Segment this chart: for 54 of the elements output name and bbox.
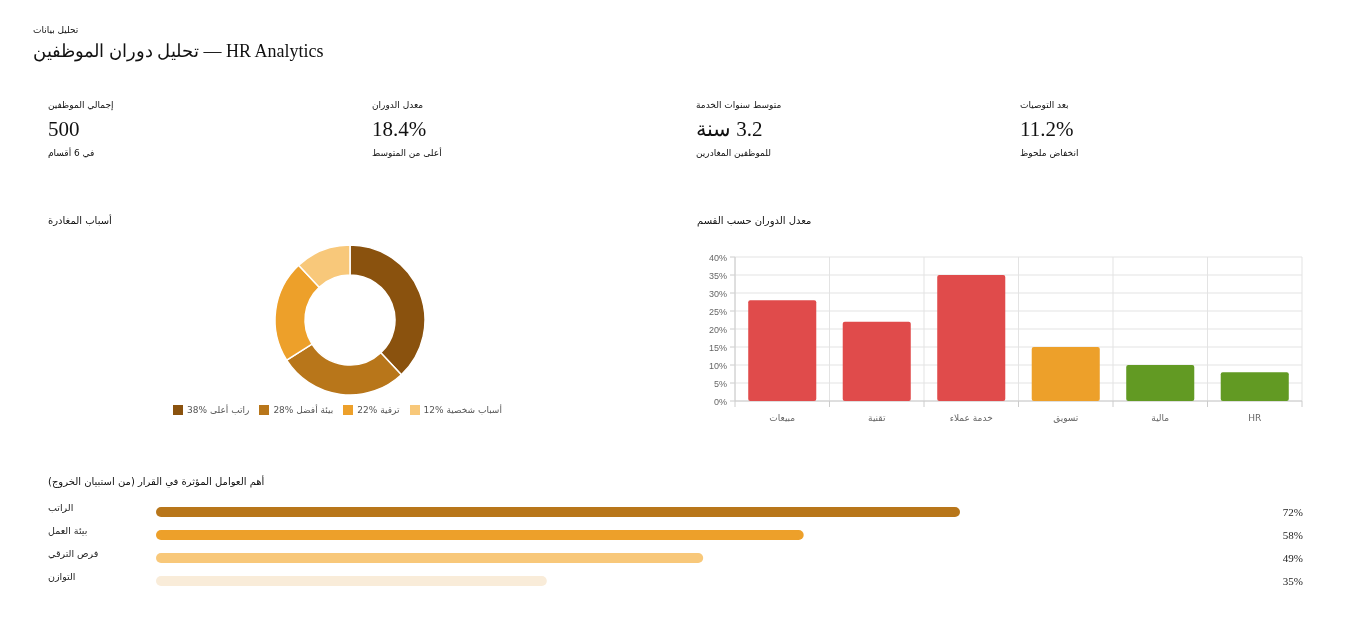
bar [1126,365,1195,401]
chart-title: أهم العوامل المؤثرة في القرار (من استبيان الخروج) [48,476,265,487]
y-tick-label: فرص الترقي [48,548,99,559]
y-tick-label: 35% [708,270,727,281]
y-tick-label: 0% [713,396,727,407]
bar [748,300,817,401]
text: بعد التوصيات [1020,100,1070,110]
text: انخفاض ملحوظ [1020,148,1080,158]
bar [937,275,1006,401]
y-tick-label: بيئة العمل [48,525,88,536]
text: 11.2% [1020,117,1075,142]
text: متوسط سنوات الخدمة [696,100,783,110]
data-label: 72% [1282,506,1303,518]
chart-title: معدل الدوران حسب القسم [697,215,812,226]
text: أعلى من المتوسط [372,148,443,158]
y-tick-label: 10% [708,360,727,371]
y-tick-label: 40% [708,252,727,263]
x-tick-label: HR [1248,413,1262,423]
legend-label: 38% راتب أعلى [187,405,250,415]
text: للموظفين المغادرين [696,148,772,158]
y-tick-label: 5% [713,378,727,389]
x-tick-label: مبيعات [769,413,796,423]
y-tick-label: 20% [708,324,727,335]
data-label: 49% [1282,552,1303,564]
data-label: 58% [1282,529,1303,541]
data-label: 35% [1282,575,1303,587]
x-tick-label: تسويق [1053,413,1079,423]
bar [842,321,911,401]
text: أسباب المغادرة [48,215,112,226]
y-tick-label: الراتب [48,502,74,513]
y-tick-label: 25% [708,306,727,317]
bar [156,530,804,540]
text: إجمالي الموظفين [48,100,115,110]
text: تحليل بيانات [33,25,79,35]
x-tick-label: تقنية [868,413,886,423]
text: تحليل دوران الموظفين — HR Analytics [33,40,324,62]
y-tick-label: التوازن [48,571,76,582]
text: 500 [48,117,81,142]
bar [156,576,547,586]
legend-label: 12% أسباب شخصية [423,405,502,415]
bar [1220,372,1289,401]
text: 3.2 سنة [696,117,764,142]
x-tick-label: مالية [1151,413,1170,423]
y-tick-label: 30% [708,288,727,299]
text: معدل الدوران [372,100,425,110]
x-tick-label: خدمة عملاء [949,413,993,423]
legend-label: 22% ترقية [357,405,400,415]
text: في 6 أقسام [48,148,96,158]
bar [1031,347,1100,401]
y-tick-label: 15% [708,342,727,353]
bar [156,553,704,563]
text: 18.4% [372,117,428,142]
legend-label: 28% بيئة أفضل [273,405,334,415]
bar [156,507,960,517]
